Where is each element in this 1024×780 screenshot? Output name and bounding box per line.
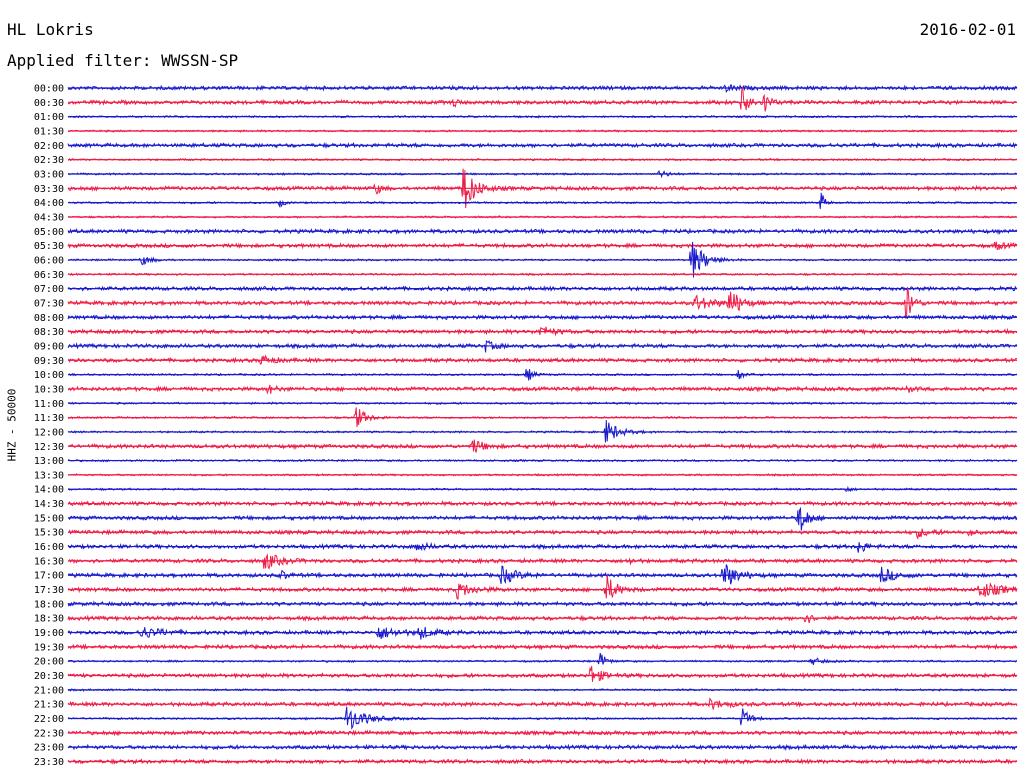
trace-row-2030 <box>67 665 1018 682</box>
row-time-label: 21:00 <box>34 685 64 696</box>
row-time-label: 18:00 <box>34 599 64 610</box>
trace-row-1530 <box>67 528 1018 540</box>
station-title: HL Lokris <box>7 20 94 39</box>
row-time-label: 05:00 <box>34 227 64 238</box>
row-time-label: 16:30 <box>34 556 64 567</box>
row-time-label: 17:30 <box>34 585 64 596</box>
row-time-label: 02:00 <box>34 141 64 152</box>
row-time-label: 12:30 <box>34 442 64 453</box>
row-time-label: 19:00 <box>34 628 64 639</box>
trace-row-1900 <box>67 626 1018 640</box>
trace-row-2200 <box>67 706 1018 730</box>
row-time-label: 06:30 <box>34 270 64 281</box>
trace-row-0830 <box>67 326 1018 337</box>
trace-row-1600 <box>67 541 1018 553</box>
trace-row-1830 <box>67 614 1018 624</box>
row-time-label: 07:00 <box>34 284 64 295</box>
trace-row-1630 <box>67 553 1018 570</box>
trace-row-2000 <box>67 652 1018 665</box>
row-time-label: 04:30 <box>34 212 64 223</box>
trace-row-0400 <box>67 192 1018 209</box>
row-time-label: 08:00 <box>34 313 64 324</box>
row-time-label: 08:30 <box>34 327 64 338</box>
row-time-label: 15:30 <box>34 528 64 539</box>
row-time-label: 14:30 <box>34 499 64 510</box>
row-time-label: 01:00 <box>34 112 64 123</box>
row-time-label: 14:00 <box>34 485 64 496</box>
trace-row-1500 <box>67 506 1018 531</box>
filter-label: Applied filter: WWSSN-SP <box>7 51 239 70</box>
row-time-label: 04:00 <box>34 198 64 209</box>
row-time-label: 07:30 <box>34 298 64 309</box>
row-time-label: 18:30 <box>34 614 64 625</box>
row-time-label: 01:30 <box>34 126 64 137</box>
row-time-label: 00:00 <box>34 84 64 95</box>
row-time-label: 13:00 <box>34 456 64 467</box>
row-time-label: 12:00 <box>34 427 64 438</box>
row-time-label: 09:30 <box>34 356 64 367</box>
row-time-label: 03:00 <box>34 169 64 180</box>
row-time-label: 22:00 <box>34 714 64 725</box>
trace-row-0030 <box>67 86 1018 112</box>
trace-row-0330 <box>67 168 1018 209</box>
row-time-label: 00:30 <box>34 98 64 109</box>
trace-row-1700 <box>67 564 1018 585</box>
row-time-label: 10:30 <box>34 384 64 395</box>
row-time-label: 22:30 <box>34 728 64 739</box>
date-label: 2016-02-01 <box>919 20 1016 39</box>
row-time-label: 10:00 <box>34 370 64 381</box>
trace-row-0530 <box>67 241 1018 251</box>
row-time-label: 09:00 <box>34 341 64 352</box>
row-time-label: 02:30 <box>34 155 64 166</box>
row-time-label: 21:30 <box>34 700 64 711</box>
row-time-label: 13:30 <box>34 470 64 481</box>
row-time-label: 03:30 <box>34 184 64 195</box>
row-time-label: 05:30 <box>34 241 64 252</box>
trace-row-1200 <box>67 419 1018 443</box>
row-time-label: 15:00 <box>34 513 64 524</box>
row-time-label: 19:30 <box>34 642 64 653</box>
row-time-label: 20:30 <box>34 671 64 682</box>
row-time-label: 20:00 <box>34 657 64 668</box>
row-time-label: 16:00 <box>34 542 64 553</box>
trace-row-1730 <box>67 574 1018 600</box>
row-time-label: 06:00 <box>34 255 64 266</box>
row-time-label: 23:00 <box>34 743 64 754</box>
row-time-label: 17:00 <box>34 571 64 582</box>
row-time-label: 23:30 <box>34 757 64 768</box>
trace-row-0900 <box>67 339 1018 353</box>
row-time-label: 11:00 <box>34 399 64 410</box>
row-time-label: 11:30 <box>34 413 64 424</box>
